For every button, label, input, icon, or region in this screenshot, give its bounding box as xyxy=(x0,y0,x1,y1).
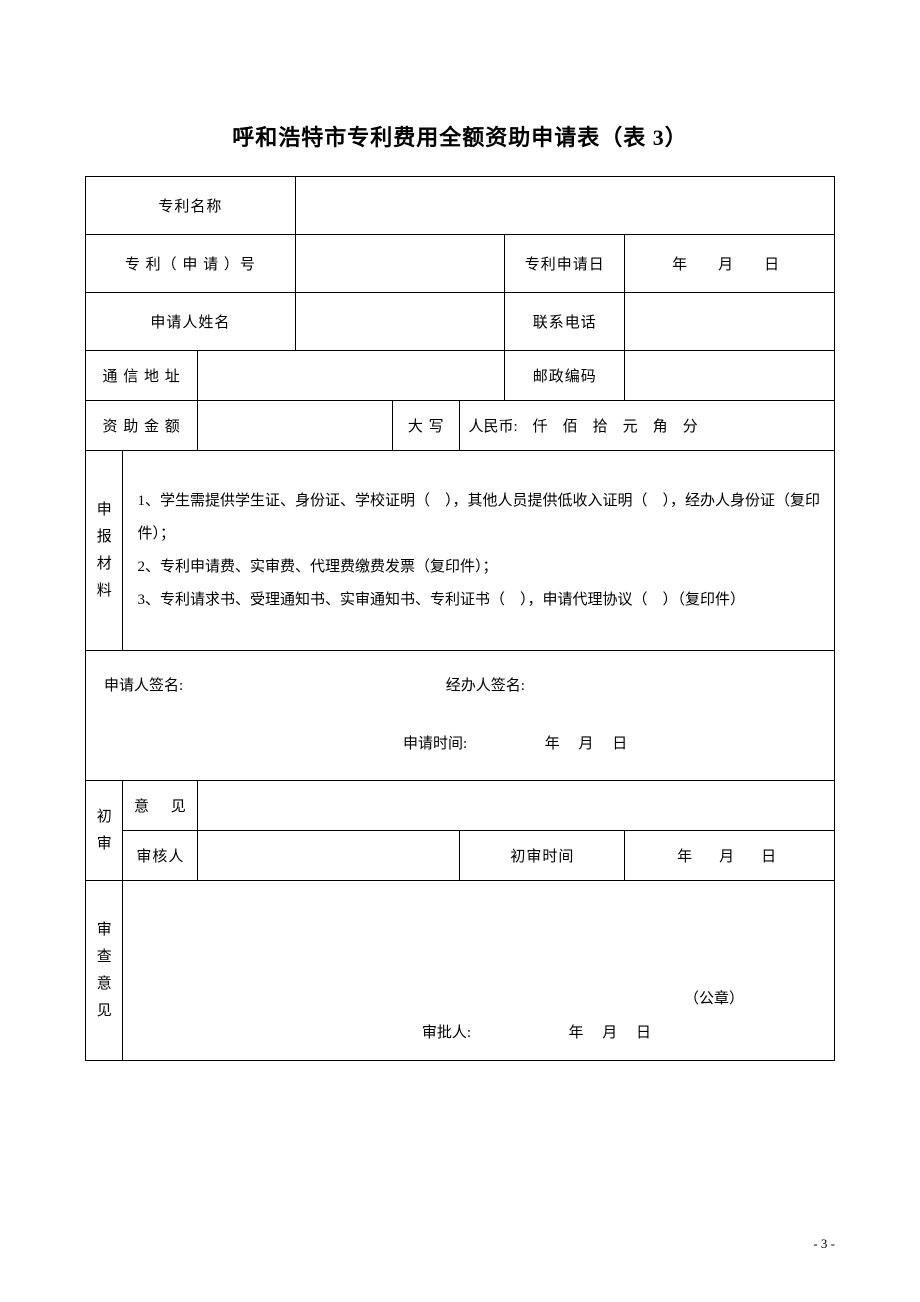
label-patent-name: 专利名称 xyxy=(86,177,296,235)
field-patent-name xyxy=(295,177,834,235)
row-amount: 资 助 金 额 大 写 人民币: 仟 佰 拾 元 角 分 xyxy=(86,401,835,451)
label-review-time: 初审时间 xyxy=(460,831,625,881)
row-address: 通 信 地 址 邮政编码 xyxy=(86,351,835,401)
field-application-date: 年 月 日 xyxy=(625,235,835,293)
field-signature: 申请人签名: 经办人签名: 申请时间: 年 月 日 xyxy=(86,651,835,781)
row-initial-reviewer: 审核人 初审时间 年 月 日 xyxy=(86,831,835,881)
field-reviewer xyxy=(198,831,460,881)
field-amount xyxy=(198,401,393,451)
label-final-review: 审查意见 xyxy=(86,881,123,1061)
label-patent-number: 专 利（ 申 请 ）号 xyxy=(86,235,296,293)
label-reviewer: 审核人 xyxy=(123,831,198,881)
row-materials: 申报材料 1、学生需提供学生证、身份证、学校证明（ ），其他人员提供低收入证明（… xyxy=(86,451,835,651)
label-initial-review: 初审 xyxy=(86,781,123,881)
apply-time-label: 申请时间: xyxy=(403,736,467,752)
form-table: 专利名称 专 利（ 申 请 ）号 专利申请日 年 月 日 申请人姓名 联系电话 … xyxy=(85,176,835,1061)
currency-text: 人民币: 仟 佰 拾 元 角 分 xyxy=(468,419,697,435)
materials-line-3: 3、专利请求书、受理通知书、实审通知书、专利证书（ ），申请代理协议（ ）（复印… xyxy=(137,584,820,617)
applicant-sign-label: 申请人签名: xyxy=(104,671,446,701)
approve-date: 年 月 日 xyxy=(569,1025,652,1041)
label-materials: 申报材料 xyxy=(86,451,123,651)
approver-label: 审批人: xyxy=(422,1025,471,1041)
apply-time-date: 年 月 日 xyxy=(545,736,628,752)
handler-sign-label: 经办人签名: xyxy=(446,671,816,701)
row-applicant-name: 申请人姓名 联系电话 xyxy=(86,293,835,351)
field-daxie: 人民币: 仟 佰 拾 元 角 分 xyxy=(460,401,835,451)
label-opinion: 意 见 xyxy=(123,781,198,831)
label-postcode: 邮政编码 xyxy=(505,351,625,401)
field-materials: 1、学生需提供学生证、身份证、学校证明（ ），其他人员提供低收入证明（ ），经办… xyxy=(123,451,835,651)
materials-line-2: 2、专利申请费、实审费、代理费缴费发票（复印件）； xyxy=(137,551,820,584)
seal-label: （公章） xyxy=(684,987,744,1008)
page-title: 呼和浩特市专利费用全额资助申请表（表 3） xyxy=(85,120,835,152)
field-opinion xyxy=(198,781,835,831)
label-phone: 联系电话 xyxy=(505,293,625,351)
row-patent-number: 专 利（ 申 请 ）号 专利申请日 年 月 日 xyxy=(86,235,835,293)
label-application-date: 专利申请日 xyxy=(505,235,625,293)
row-final-review: 审查意见 （公章） 审批人: 年 月 日 xyxy=(86,881,835,1061)
row-patent-name: 专利名称 xyxy=(86,177,835,235)
label-address: 通 信 地 址 xyxy=(86,351,198,401)
page-number: - 3 - xyxy=(813,1236,835,1252)
label-applicant-name: 申请人姓名 xyxy=(86,293,296,351)
field-applicant-name xyxy=(295,293,505,351)
materials-line-1: 1、学生需提供学生证、身份证、学校证明（ ），其他人员提供低收入证明（ ），经办… xyxy=(137,485,820,551)
label-daxie: 大 写 xyxy=(393,401,460,451)
field-postcode xyxy=(625,351,835,401)
field-patent-number xyxy=(295,235,505,293)
row-signature: 申请人签名: 经办人签名: 申请时间: 年 月 日 xyxy=(86,651,835,781)
row-initial-review-opinion: 初审 意 见 xyxy=(86,781,835,831)
field-phone xyxy=(625,293,835,351)
field-address xyxy=(198,351,505,401)
field-final-review: （公章） 审批人: 年 月 日 xyxy=(123,881,835,1061)
label-amount: 资 助 金 额 xyxy=(86,401,198,451)
field-review-time: 年 月 日 xyxy=(625,831,835,881)
